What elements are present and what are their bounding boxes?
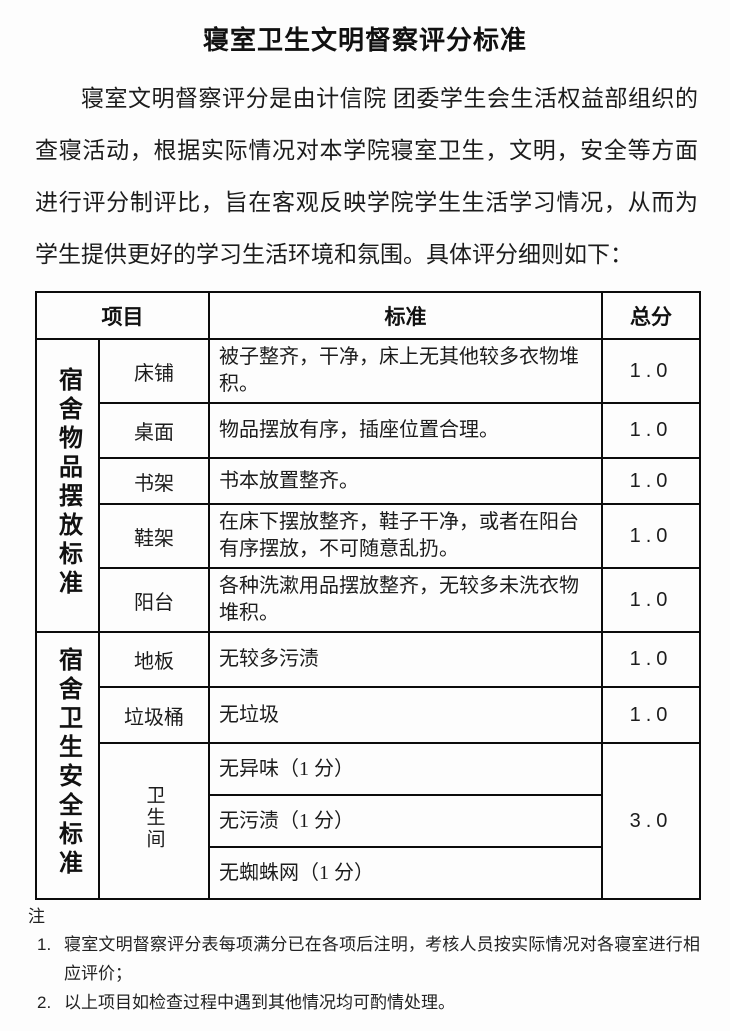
- group-label-hygiene: 宿舍卫生安全标准: [54, 647, 82, 879]
- header-cell-item: 项目: [35, 291, 210, 340]
- intro-paragraph: 寝室文明督察评分是由计信院 团委学生会生活权益部组织的查寝活动，根据实际情况对本…: [35, 86, 698, 267]
- item-cell: 书架: [98, 457, 210, 505]
- standard-cell: 无蜘蛛网（1 分）: [208, 846, 603, 900]
- table-row: 无污渍（1 分）: [36, 794, 700, 848]
- item-cell: 桌面: [98, 402, 210, 459]
- group-label-placement: 宿舍物品摆放标准: [54, 367, 82, 599]
- note-item: 2. 以上项目如检查过程中遇到其他情况均可酌情处理。: [28, 988, 700, 1017]
- standard-cell: 无垃圾: [208, 686, 603, 744]
- item-cell: 地板: [98, 631, 210, 688]
- bathroom-label: 卫生间: [143, 785, 165, 851]
- score-cell: 1.0: [601, 503, 701, 569]
- table-row: 桌面 物品摆放有序，插座位置合理。 1.0: [36, 402, 701, 459]
- standard-cell: 无污渍（1 分）: [208, 794, 603, 848]
- standard-cell: 在床下摆放整齐，鞋子干净，或者在阳台有序摆放，不可随意乱扔。: [208, 503, 603, 569]
- table-row: 书架 书本放置整齐。 1.0: [36, 457, 701, 505]
- score-cell: 1.0: [601, 567, 701, 633]
- table-row: 宿舍卫生安全标准 地板 无较多污渍 1.0: [35, 631, 701, 900]
- page-title: 寝室卫生文明督察评分标准: [202, 25, 527, 55]
- table-row: 宿舍物品摆放标准 床铺 被子整齐，干净，床上无其他较多衣物堆积。 1.0: [35, 338, 701, 633]
- note-text: 以上项目如检查过程中遇到其他情况均可酌情处理。: [64, 993, 455, 1012]
- group-label-cell-hygiene: 宿舍卫生安全标准: [35, 631, 100, 900]
- note-number: 1.: [37, 935, 52, 954]
- score-cell: 1.0: [601, 338, 701, 404]
- score-cell: 1.0: [601, 631, 701, 688]
- note-text: 寝室文明督察评分表每项满分已在各项后注明，考核人员按实际情况对各寝室进行相应评价…: [64, 935, 700, 983]
- standard-cell: 被子整齐，干净，床上无其他较多衣物堆积。: [208, 338, 603, 404]
- standard-cell: 书本放置整齐。: [208, 457, 603, 505]
- note-number: 2.: [37, 993, 52, 1012]
- note-item: 1. 寝室文明督察评分表每项满分已在各项后注明，考核人员按实际情况对各寝室进行相…: [28, 930, 700, 988]
- score-cell-bathroom: 3.0: [601, 742, 701, 900]
- table-row: 无蜘蛛网（1 分）: [36, 846, 700, 900]
- standard-cell: 无异味（1 分）: [208, 742, 603, 796]
- table-header-row: 项目 标准 总分: [35, 291, 701, 340]
- standard-cell: 物品摆放有序，插座位置合理。: [208, 402, 603, 459]
- score-cell: 1.0: [601, 686, 701, 744]
- item-cell: 垃圾桶: [98, 686, 210, 744]
- table-row: 阳台 各种洗漱用品摆放整齐，无较多未洗衣物堆积。 1.0: [36, 567, 701, 633]
- header-cell-score: 总分: [601, 291, 701, 340]
- group-label-cell-placement: 宿舍物品摆放标准: [35, 338, 100, 633]
- notes-label: 注: [28, 907, 45, 926]
- table-row: 鞋架 在床下摆放整齐，鞋子干净，或者在阳台有序摆放，不可随意乱扔。 1.0: [36, 503, 701, 569]
- table-row: 垃圾桶 无垃圾 1.0: [36, 686, 701, 744]
- header-cell-standard: 标准: [208, 291, 603, 340]
- item-cell: 鞋架: [98, 503, 210, 569]
- item-cell-bathroom: 卫生间: [98, 742, 210, 900]
- item-cell: 阳台: [98, 567, 210, 633]
- score-cell: 1.0: [601, 402, 701, 459]
- notes-section: 注 1. 寝室文明督察评分表每项满分已在各项后注明，考核人员按实际情况对各寝室进…: [28, 904, 700, 1017]
- score-cell: 1.0: [601, 457, 701, 505]
- item-cell: 床铺: [98, 338, 210, 404]
- score-table: 项目 标准 总分 宿舍物品摆放标准 床铺 被子整齐，干净，床上无其他较多衣物堆积…: [35, 291, 701, 900]
- standard-cell: 各种洗漱用品摆放整齐，无较多未洗衣物堆积。: [208, 567, 603, 633]
- standard-cell: 无较多污渍: [208, 631, 603, 688]
- table-row: 卫生间 无异味（1 分） 3.0: [36, 742, 701, 900]
